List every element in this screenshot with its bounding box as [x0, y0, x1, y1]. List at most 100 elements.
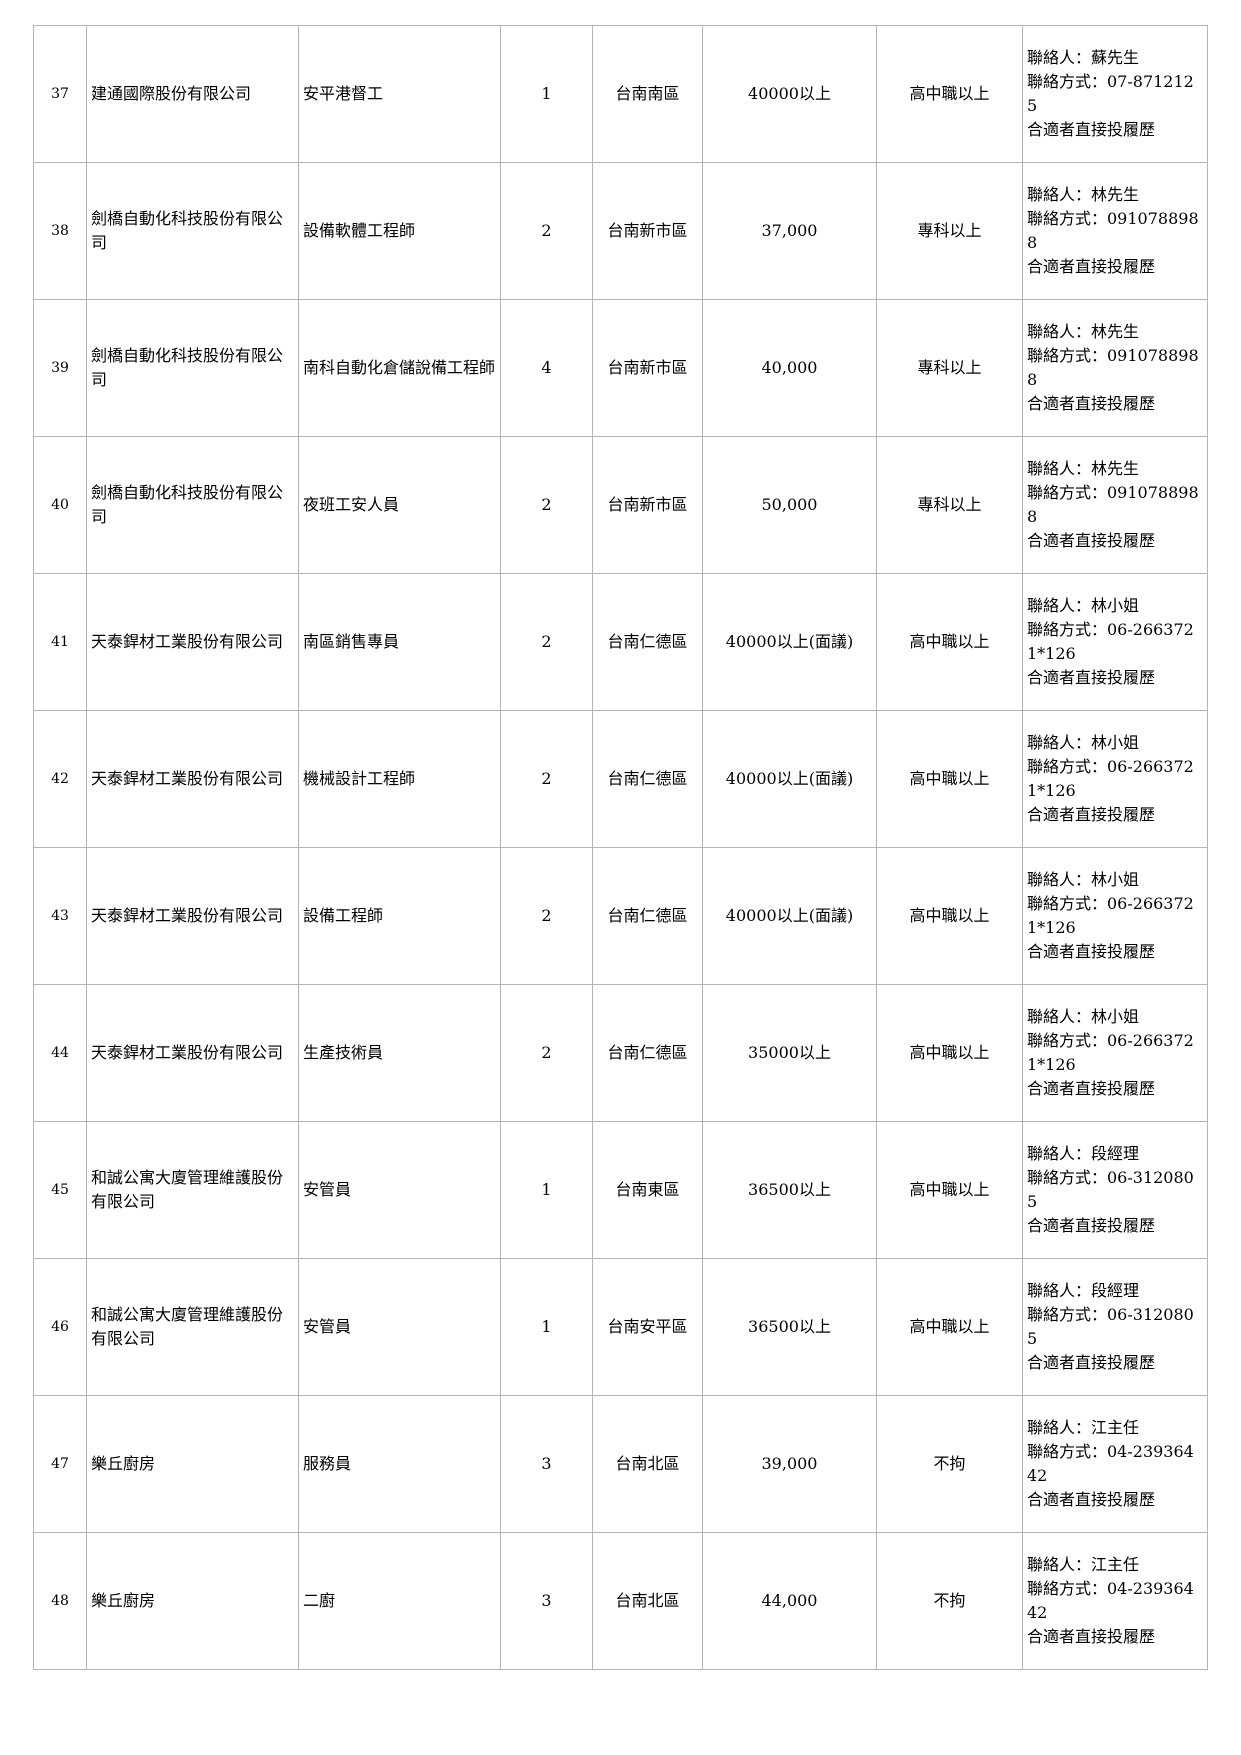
contact-person: 聯絡人：林小姐 — [1027, 733, 1140, 752]
table-row: 48 樂丘廚房 二廚 3 台南北區 44,000 不拘 聯絡人：江主任 聯絡方式… — [33, 1532, 1208, 1670]
education-requirement: 高中職以上 — [876, 1121, 1023, 1259]
apply-note: 合適者直接投履歷 — [1027, 120, 1156, 139]
contact-info: 聯絡人：林先生 聯絡方式：0910788988 合適者直接投履歷 — [1022, 436, 1208, 574]
contact-info: 聯絡人：段經理 聯絡方式：06-3120805 合適者直接投履歷 — [1022, 1121, 1208, 1259]
work-area: 台南新市區 — [592, 162, 703, 300]
table-row: 44 天泰銲材工業股份有限公司 生產技術員 2 台南仁德區 35000以上 高中… — [33, 984, 1208, 1122]
contact-info: 聯絡人：林小姐 聯絡方式：06-2663721*126 合適者直接投履歷 — [1022, 984, 1208, 1122]
work-area: 台南北區 — [592, 1395, 703, 1533]
row-number: 46 — [33, 1258, 87, 1396]
contact-person: 聯絡人：林先生 — [1027, 322, 1140, 341]
contact-info: 聯絡人：蘇先生 聯絡方式：07-8712125 合適者直接投履歷 — [1022, 25, 1208, 163]
work-area: 台南南區 — [592, 25, 703, 163]
company-name: 樂丘廚房 — [86, 1532, 299, 1670]
contact-person: 聯絡人：江主任 — [1027, 1555, 1140, 1574]
salary: 40000以上 — [702, 25, 877, 163]
education-requirement: 高中職以上 — [876, 847, 1023, 985]
job-title: 生產技術員 — [298, 984, 501, 1122]
job-listing-table: 37 建通國際股份有限公司 安平港督工 1 台南南區 40000以上 高中職以上… — [33, 25, 1208, 1670]
headcount: 2 — [500, 162, 593, 300]
work-area: 台南仁德區 — [592, 847, 703, 985]
table-row: 42 天泰銲材工業股份有限公司 機械設計工程師 2 台南仁德區 40000以上(… — [33, 710, 1208, 848]
table-row: 47 樂丘廚房 服務員 3 台南北區 39,000 不拘 聯絡人：江主任 聯絡方… — [33, 1395, 1208, 1533]
company-name: 劍橋自動化科技股份有限公司 — [86, 436, 299, 574]
contact-info: 聯絡人：江主任 聯絡方式：04-23936442 合適者直接投履歷 — [1022, 1395, 1208, 1533]
table-row: 40 劍橋自動化科技股份有限公司 夜班工安人員 2 台南新市區 50,000 專… — [33, 436, 1208, 574]
contact-person: 聯絡人：林小姐 — [1027, 596, 1140, 615]
job-title: 夜班工安人員 — [298, 436, 501, 574]
contact-person: 聯絡人：林小姐 — [1027, 870, 1140, 889]
apply-note: 合適者直接投履歷 — [1027, 531, 1156, 550]
company-name: 劍橋自動化科技股份有限公司 — [86, 299, 299, 437]
salary: 44,000 — [702, 1532, 877, 1670]
company-name: 天泰銲材工業股份有限公司 — [86, 573, 299, 711]
apply-note: 合適者直接投履歷 — [1027, 942, 1156, 961]
education-requirement: 不拘 — [876, 1395, 1023, 1533]
apply-note: 合適者直接投履歷 — [1027, 1490, 1156, 1509]
apply-note: 合適者直接投履歷 — [1027, 1627, 1156, 1646]
work-area: 台南北區 — [592, 1532, 703, 1670]
education-requirement: 高中職以上 — [876, 573, 1023, 711]
work-area: 台南安平區 — [592, 1258, 703, 1396]
contact-person: 聯絡人：林小姐 — [1027, 1007, 1140, 1026]
row-number: 45 — [33, 1121, 87, 1259]
headcount: 1 — [500, 25, 593, 163]
row-number: 48 — [33, 1532, 87, 1670]
company-name: 天泰銲材工業股份有限公司 — [86, 847, 299, 985]
education-requirement: 高中職以上 — [876, 25, 1023, 163]
table-row: 39 劍橋自動化科技股份有限公司 南科自動化倉儲說備工程師 4 台南新市區 40… — [33, 299, 1208, 437]
table-row: 46 和誠公寓大廈管理維護股份有限公司 安管員 1 台南安平區 36500以上 … — [33, 1258, 1208, 1396]
company-name: 樂丘廚房 — [86, 1395, 299, 1533]
apply-note: 合適者直接投履歷 — [1027, 1353, 1156, 1372]
education-requirement: 專科以上 — [876, 299, 1023, 437]
contact-method: 聯絡方式：0910788988 — [1027, 346, 1199, 389]
headcount: 2 — [500, 573, 593, 711]
contact-method: 聯絡方式：0910788988 — [1027, 483, 1199, 526]
headcount: 3 — [500, 1395, 593, 1533]
contact-person: 聯絡人：蘇先生 — [1027, 48, 1140, 67]
headcount: 2 — [500, 847, 593, 985]
salary: 40000以上(面議) — [702, 710, 877, 848]
row-number: 44 — [33, 984, 87, 1122]
row-number: 40 — [33, 436, 87, 574]
salary: 36500以上 — [702, 1121, 877, 1259]
work-area: 台南仁德區 — [592, 573, 703, 711]
salary: 39,000 — [702, 1395, 877, 1533]
apply-note: 合適者直接投履歷 — [1027, 1079, 1156, 1098]
headcount: 3 — [500, 1532, 593, 1670]
contact-method: 聯絡方式：06-3120805 — [1027, 1305, 1194, 1348]
row-number: 38 — [33, 162, 87, 300]
headcount: 4 — [500, 299, 593, 437]
salary: 37,000 — [702, 162, 877, 300]
company-name: 建通國際股份有限公司 — [86, 25, 299, 163]
contact-person: 聯絡人：林先生 — [1027, 459, 1140, 478]
contact-method: 聯絡方式：06-2663721*126 — [1027, 1031, 1194, 1074]
work-area: 台南仁德區 — [592, 984, 703, 1122]
contact-info: 聯絡人：林小姐 聯絡方式：06-2663721*126 合適者直接投履歷 — [1022, 573, 1208, 711]
work-area: 台南東區 — [592, 1121, 703, 1259]
education-requirement: 不拘 — [876, 1532, 1023, 1670]
job-title: 安平港督工 — [298, 25, 501, 163]
contact-person: 聯絡人：段經理 — [1027, 1144, 1140, 1163]
contact-method: 聯絡方式：04-23936442 — [1027, 1442, 1194, 1485]
table-row: 37 建通國際股份有限公司 安平港督工 1 台南南區 40000以上 高中職以上… — [33, 25, 1208, 163]
contact-info: 聯絡人：林先生 聯絡方式：0910788988 合適者直接投履歷 — [1022, 299, 1208, 437]
apply-note: 合適者直接投履歷 — [1027, 394, 1156, 413]
work-area: 台南新市區 — [592, 299, 703, 437]
apply-note: 合適者直接投履歷 — [1027, 257, 1156, 276]
contact-info: 聯絡人：江主任 聯絡方式：04-23936442 合適者直接投履歷 — [1022, 1532, 1208, 1670]
contact-person: 聯絡人：段經理 — [1027, 1281, 1140, 1300]
education-requirement: 專科以上 — [876, 162, 1023, 300]
education-requirement: 高中職以上 — [876, 984, 1023, 1122]
row-number: 37 — [33, 25, 87, 163]
table-row: 43 天泰銲材工業股份有限公司 設備工程師 2 台南仁德區 40000以上(面議… — [33, 847, 1208, 985]
contact-person: 聯絡人：江主任 — [1027, 1418, 1140, 1437]
headcount: 2 — [500, 984, 593, 1122]
job-title: 二廚 — [298, 1532, 501, 1670]
contact-method: 聯絡方式：04-23936442 — [1027, 1579, 1194, 1622]
row-number: 47 — [33, 1395, 87, 1533]
education-requirement: 高中職以上 — [876, 710, 1023, 848]
job-title: 南區銷售專員 — [298, 573, 501, 711]
contact-method: 聯絡方式：06-2663721*126 — [1027, 757, 1194, 800]
contact-method: 聯絡方式：06-3120805 — [1027, 1168, 1194, 1211]
